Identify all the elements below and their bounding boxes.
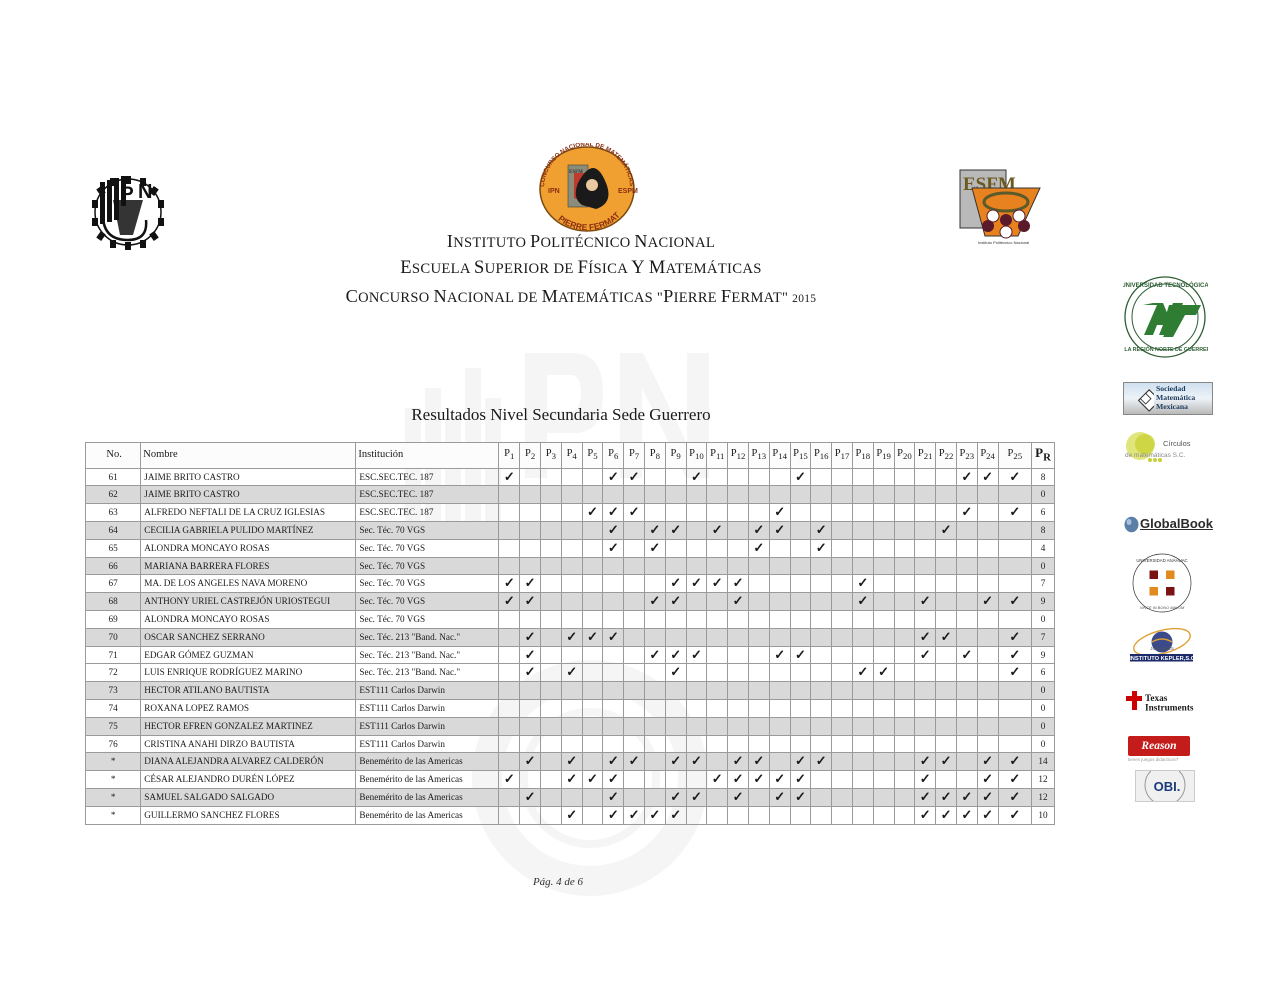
svg-text:N: N bbox=[138, 181, 152, 203]
svg-text:UNIVERSIDAD ANÁHUAC: UNIVERSIDAD ANÁHUAC bbox=[1136, 558, 1187, 563]
svg-text:INSTITUTO KEPLER,S.C: INSTITUTO KEPLER,S.C bbox=[1129, 656, 1195, 662]
svg-text:VINCE IN BONO MALUM: VINCE IN BONO MALUM bbox=[1140, 605, 1185, 610]
svg-text:Instruments: Instruments bbox=[1145, 704, 1194, 713]
svg-text:UNIVERSIDAD TECNOLÓGICA: UNIVERSIDAD TECNOLÓGICA bbox=[1123, 281, 1208, 289]
svg-text:ESPM: ESPM bbox=[618, 188, 638, 195]
svg-text:OBI.: OBI. bbox=[1154, 779, 1181, 794]
svg-text:Texas: Texas bbox=[1145, 694, 1168, 704]
svg-text:DE LA REGIÓN NORTE DE GUERRERO: DE LA REGIÓN NORTE DE GUERRERO bbox=[1123, 345, 1208, 353]
svg-text:IPN: IPN bbox=[548, 188, 560, 195]
svg-text:JOHANNES: JOHANNES bbox=[1150, 646, 1174, 651]
